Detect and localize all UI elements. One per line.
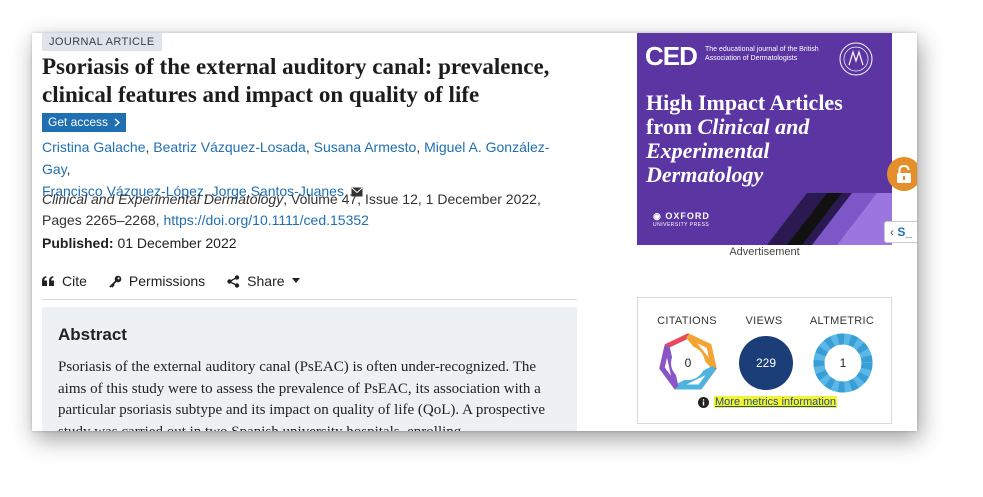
- citations-label: CITATIONS: [657, 315, 717, 327]
- get-access-button[interactable]: Get access: [42, 113, 127, 132]
- author-link[interactable]: Cristina Galache: [42, 139, 146, 155]
- author-link[interactable]: Miguel A. González-Gay: [42, 139, 550, 177]
- bad-seal-icon: [839, 42, 873, 76]
- share-icon: [227, 274, 240, 288]
- toolbar-divider: [42, 299, 577, 300]
- info-icon: [698, 396, 709, 408]
- citations-badge[interactable]: 0: [658, 333, 718, 393]
- lock-icon: [897, 165, 911, 183]
- ad-journal-logo: CED: [645, 41, 698, 71]
- ad-headline: High Impact Articles from Clinical and E…: [646, 91, 886, 187]
- ad-stripe-graphic: [767, 193, 892, 245]
- dimensions-badge-icon: [659, 333, 717, 390]
- author-separator: ,: [145, 139, 154, 155]
- share-label: Share: [247, 273, 285, 289]
- ad-headline-plain: High Impact Articles from: [646, 90, 843, 139]
- share-button[interactable]: Share: [227, 273, 300, 289]
- key-icon: [109, 275, 122, 288]
- altmetric-badge[interactable]: 1: [813, 333, 873, 393]
- ad-publisher-sub: UNIVERSITY PRESS: [653, 222, 710, 228]
- article-type-badge: JOURNAL ARTICLE: [42, 33, 162, 51]
- ad-tagline: The educational journal of the British A…: [705, 46, 819, 62]
- more-metrics-link[interactable]: More metrics information: [714, 396, 838, 408]
- abstract-heading: Abstract: [58, 325, 127, 344]
- side-share-tab[interactable]: ‹ S_: [884, 221, 917, 243]
- oup-logo-icon: ◉: [653, 211, 662, 221]
- abstract-section: Abstract Psoriasis of the external audit…: [42, 307, 577, 431]
- permissions-button[interactable]: Permissions: [109, 273, 205, 289]
- abstract-text: Psoriasis of the external auditory canal…: [58, 359, 545, 431]
- doi-link[interactable]: https://doi.org/10.1111/ced.15352: [163, 212, 369, 228]
- side-tab-label: S_: [897, 225, 913, 239]
- get-access-label: Get access: [48, 115, 109, 129]
- ad-publisher-name: OXFORD: [665, 211, 710, 221]
- chevron-right-icon: [114, 118, 121, 127]
- article-toolbar: Cite Permissions Share: [42, 273, 300, 289]
- citation-info: Clinical and Experimental Dermatology, V…: [42, 189, 572, 231]
- author-list: Cristina Galache, Beatriz Vázquez-Losada…: [42, 136, 572, 202]
- altmetric-donut-icon: [813, 333, 873, 393]
- article-title: Psoriasis of the external auditory canal…: [42, 54, 550, 107]
- advertisement-label: Advertisement: [729, 246, 800, 258]
- author-separator: ,: [305, 139, 314, 155]
- ad-publisher: ◉ OXFORD UNIVERSITY PRESS: [653, 211, 710, 228]
- citation-details: , Volume 47, Issue 12, 1 December 2022, …: [42, 191, 541, 228]
- journal-name: Clinical and Experimental Dermatology: [42, 191, 284, 207]
- ad-headline-italic: Clinical and Experimental Dermatology: [646, 114, 810, 187]
- altmetric-value: 1: [839, 356, 847, 370]
- published-date: 01 December 2022: [117, 235, 237, 251]
- author-link[interactable]: Beatriz Vázquez-Losada: [153, 139, 306, 155]
- author-separator: ,: [66, 161, 71, 177]
- mail-icon[interactable]: [351, 187, 363, 197]
- author-link[interactable]: Susana Armesto: [313, 139, 417, 155]
- permissions-label: Permissions: [128, 273, 206, 289]
- views-value: 229: [755, 356, 777, 370]
- access-lock-button[interactable]: [887, 157, 917, 191]
- caret-down-icon: [291, 278, 300, 283]
- views-badge[interactable]: 229: [736, 333, 796, 393]
- author-link[interactable]: Francisco Vázquez-López: [42, 183, 204, 199]
- published-row: Published: 01 December 2022: [42, 233, 237, 253]
- published-label: Published:: [42, 235, 114, 251]
- cite-button[interactable]: Cite: [42, 273, 87, 289]
- author-separator: ,: [416, 139, 425, 155]
- author-separator: ,: [203, 183, 212, 199]
- citations-value: 0: [684, 356, 692, 370]
- cite-label: Cite: [62, 273, 87, 289]
- author-list-line-1: Cristina Galache, Beatriz Vázquez-Losada…: [42, 136, 572, 180]
- quote-icon: [42, 276, 54, 286]
- author-list-line-2: Francisco Vázquez-López, Jorge Santos-Ju…: [42, 180, 572, 202]
- altmetric-label: ALTMETRIC: [809, 315, 875, 327]
- chevron-left-icon: ‹: [890, 225, 894, 239]
- views-circle-icon: [739, 336, 793, 390]
- metrics-panel: CITATIONS VIEWS ALTMETRIC 0 229: [637, 297, 892, 424]
- author-link[interactable]: Jorge Santos-Juanes: [211, 183, 344, 199]
- advertisement-banner[interactable]: CED The educational journal of the Briti…: [637, 33, 892, 245]
- more-metrics-row: More metrics information: [698, 396, 838, 408]
- views-label: VIEWS: [745, 315, 783, 327]
- page-screenshot: JOURNAL ARTICLE Psoriasis of the externa…: [32, 33, 917, 431]
